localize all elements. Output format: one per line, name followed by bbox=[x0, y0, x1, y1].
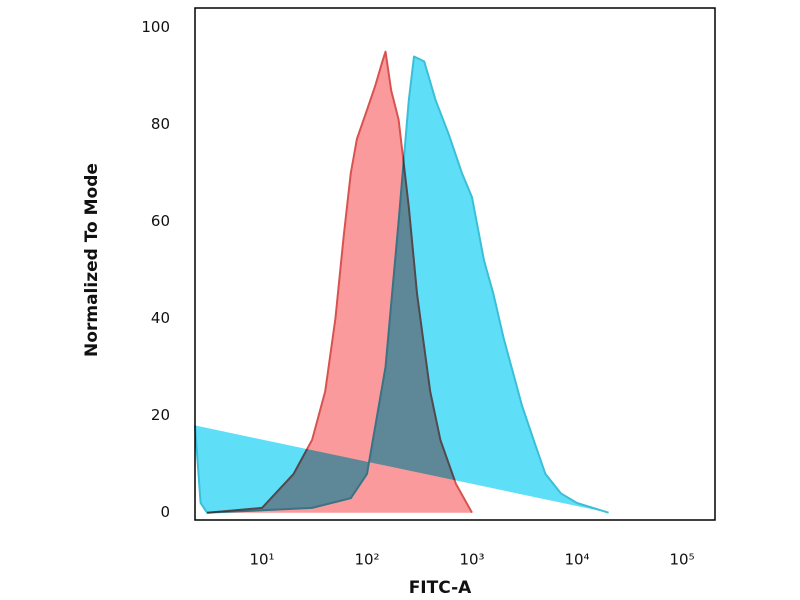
y-tick-label: 0 bbox=[160, 503, 170, 521]
plot-frame bbox=[194, 7, 716, 521]
y-tick-label: 20 bbox=[151, 406, 170, 424]
x-axis-title: FITC-A bbox=[409, 578, 472, 598]
x-tick-label: 10⁴ bbox=[564, 551, 589, 569]
y-tick-label: 40 bbox=[151, 309, 170, 327]
x-tick-label: 10³ bbox=[459, 551, 484, 569]
y-tick-label: 60 bbox=[151, 212, 170, 230]
y-axis-title: Normalized To Mode bbox=[82, 163, 102, 357]
y-tick-label: 80 bbox=[151, 115, 170, 133]
y-tick-label: 100 bbox=[141, 18, 170, 36]
x-tick-label: 10⁵ bbox=[669, 551, 694, 569]
x-tick-label: 10¹ bbox=[249, 551, 274, 569]
area-series bbox=[207, 50, 473, 514]
x-tick-label: 10² bbox=[354, 551, 379, 569]
